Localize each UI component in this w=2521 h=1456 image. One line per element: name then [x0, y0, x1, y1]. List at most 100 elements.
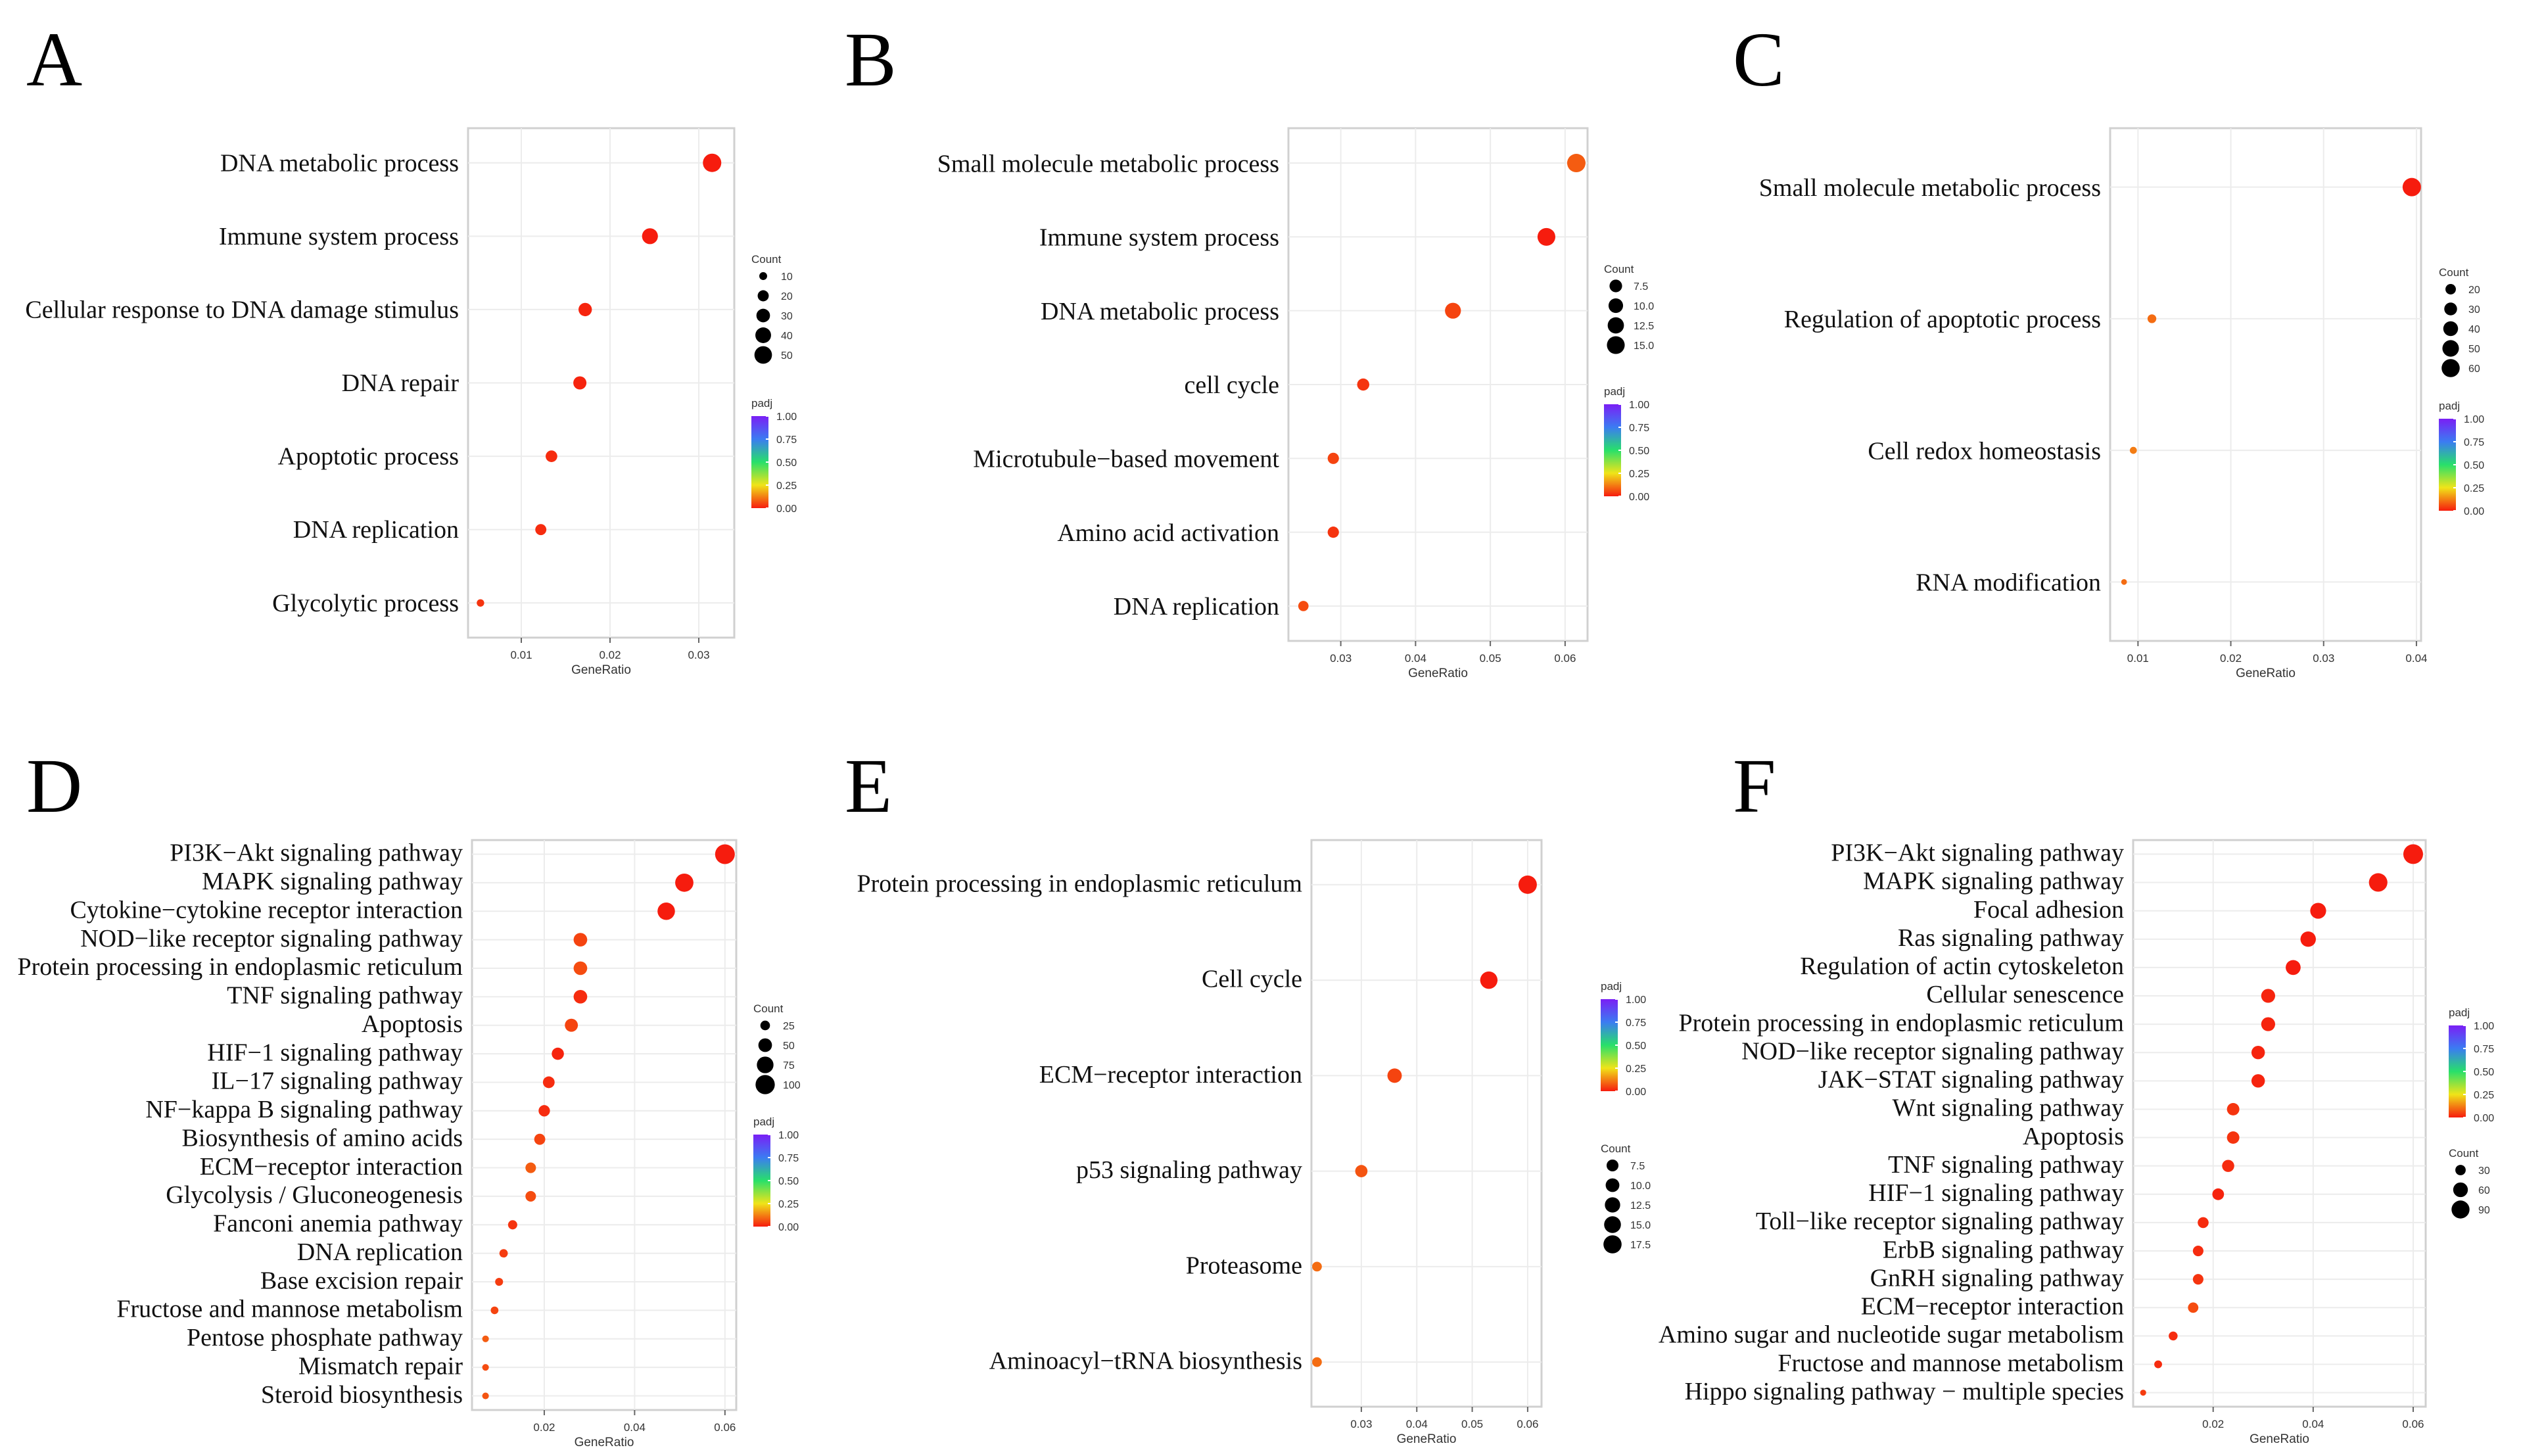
x-tick-label: 0.03	[1330, 652, 1352, 665]
x-tick-label: 0.03	[1350, 1418, 1372, 1430]
enrichment-point	[2169, 1331, 2178, 1341]
count-legend-dot	[1605, 1197, 1620, 1213]
enrichment-point	[2147, 314, 2157, 323]
term-label: Glycolysis / Gluconeogenesis	[166, 1181, 463, 1209]
panel-e: E 0.03 0.04 0.05 0.06 GeneRatio Protein proces…	[845, 743, 1651, 1446]
term-label: DNA metabolic process	[1041, 298, 1279, 325]
enrichment-point	[534, 1133, 546, 1145]
enrichment-point	[2154, 1360, 2162, 1369]
padj-colorbar	[753, 1135, 770, 1227]
enrichment-point	[2402, 177, 2421, 197]
term-label: NOD−like receptor signaling pathway	[1741, 1037, 2124, 1065]
count-legend-label: 15.0	[1630, 1220, 1651, 1231]
term-label: Protein processing in endoplasmic reticu…	[1678, 1009, 2124, 1037]
x-tick-label: 0.06	[2402, 1418, 2424, 1430]
panel-letter: A	[26, 16, 82, 103]
enrichment-point	[2261, 989, 2275, 1003]
count-legend-label: 50	[781, 350, 793, 362]
enrichment-point	[2192, 1246, 2203, 1257]
padj-legend-label: 0.50	[778, 1176, 799, 1187]
term-label: Glycolytic process	[272, 590, 459, 617]
count-legend-dot	[2442, 340, 2459, 357]
x-tick-label: 0.04	[2302, 1418, 2324, 1430]
enrichment-point	[2251, 1045, 2265, 1060]
enrichment-point	[525, 1162, 536, 1173]
enrichment-point	[578, 302, 592, 317]
enrichment-point	[703, 153, 722, 172]
term-label: ErbB signaling pathway	[1883, 1236, 2124, 1263]
enrichment-point	[2121, 578, 2127, 585]
term-label: Cellular response to DNA damage stimulus	[25, 296, 459, 323]
padj-legend-label: 0.00	[776, 504, 797, 515]
enrichment-point	[495, 1278, 504, 1286]
term-label: ECM−receptor interaction	[200, 1153, 463, 1181]
count-legend-dot	[756, 308, 770, 323]
term-label: p53 signaling pathway	[1076, 1156, 1302, 1184]
padj-legend-label: 0.75	[2474, 1044, 2494, 1055]
count-legend-dot	[1607, 336, 1625, 354]
enrichment-point	[715, 844, 735, 864]
count-legend-label: 12.5	[1630, 1200, 1651, 1211]
count-legend-dot	[1604, 1216, 1621, 1233]
enrichment-point	[1327, 527, 1339, 538]
term-label: MAPK signaling pathway	[202, 868, 463, 895]
enrichment-point	[538, 1105, 550, 1117]
term-label: RNA modification	[1916, 569, 2101, 597]
enrichment-point	[573, 376, 587, 390]
padj-legend-label: 1.00	[1629, 400, 1649, 411]
enrichment-point	[2286, 960, 2301, 975]
term-label: cell cycle	[1184, 371, 1279, 399]
term-label: ECM−receptor interaction	[1861, 1293, 2124, 1321]
term-label: MAPK signaling pathway	[1863, 868, 2124, 895]
count-legend-label: 30	[2468, 304, 2480, 316]
enrichment-point	[477, 599, 484, 607]
enrichment-point	[1298, 601, 1309, 611]
enrichment-point	[542, 1076, 555, 1089]
x-tick-label: 0.06	[1517, 1418, 1538, 1430]
term-label: Amino sugar and nucleotide sugar metabol…	[1659, 1321, 2124, 1349]
enrichment-point	[507, 1220, 517, 1230]
enrichment-point	[482, 1392, 489, 1399]
enrichment-point	[1537, 227, 1555, 246]
term-label: Biosynthesis of amino acids	[182, 1124, 463, 1152]
padj-legend-label: 0.75	[1629, 423, 1649, 434]
padj-legend-title: padj	[1604, 385, 1625, 398]
plot-frame	[1310, 839, 1543, 1408]
count-legend-label: 40	[2468, 324, 2480, 335]
term-label: GnRH signaling pathway	[1870, 1264, 2124, 1292]
padj-legend-label: 0.25	[778, 1199, 799, 1210]
enrichment-point	[482, 1335, 489, 1342]
padj-legend-label: 1.00	[2474, 1021, 2494, 1032]
padj-colorbar	[751, 416, 768, 508]
count-legend-label: 30	[781, 311, 793, 322]
term-label: Microtubule−based movement	[973, 446, 1279, 473]
enrichment-point	[2198, 1217, 2209, 1229]
padj-legend-label: 0.00	[2474, 1113, 2494, 1124]
term-label: Base excision repair	[260, 1267, 463, 1294]
padj-legend-label: 0.75	[2464, 437, 2484, 448]
padj-legend-title: padj	[2449, 1006, 2470, 1019]
count-legend-dot	[1605, 1178, 1620, 1192]
count-legend-label: 60	[2468, 364, 2480, 375]
enrichment-point	[2212, 1188, 2225, 1200]
enrichment-point	[1445, 302, 1461, 319]
count-legend-dot	[1609, 279, 1622, 293]
padj-legend-label: 0.25	[2474, 1090, 2494, 1101]
enrichment-point	[552, 1047, 564, 1060]
term-label: Ras signaling pathway	[1898, 924, 2124, 952]
term-label: DNA replication	[293, 516, 459, 544]
x-tick-label: 0.02	[2220, 652, 2242, 665]
count-legend-label: 90	[2478, 1205, 2490, 1216]
x-tick-label: 0.05	[1461, 1418, 1483, 1430]
padj-legend: padj 1.00 0.75 0.50 0.25 0.00	[2449, 1006, 2494, 1124]
x-tick-label: 0.02	[533, 1421, 555, 1434]
term-label: Aminoacyl−tRNA biosynthesis	[989, 1348, 1302, 1375]
padj-legend-label: 0.75	[776, 434, 797, 446]
count-legend-label: 7.5	[1634, 281, 1648, 293]
count-legend-label: 15.0	[1634, 341, 1654, 352]
count-legend-label: 12.5	[1634, 321, 1654, 332]
enrichment-point	[525, 1190, 536, 1202]
count-legend-label: 50	[2468, 344, 2480, 355]
panel-a: A 0.01 0.02 0.03 GeneRatio DNA metabolic proc…	[25, 16, 797, 677]
